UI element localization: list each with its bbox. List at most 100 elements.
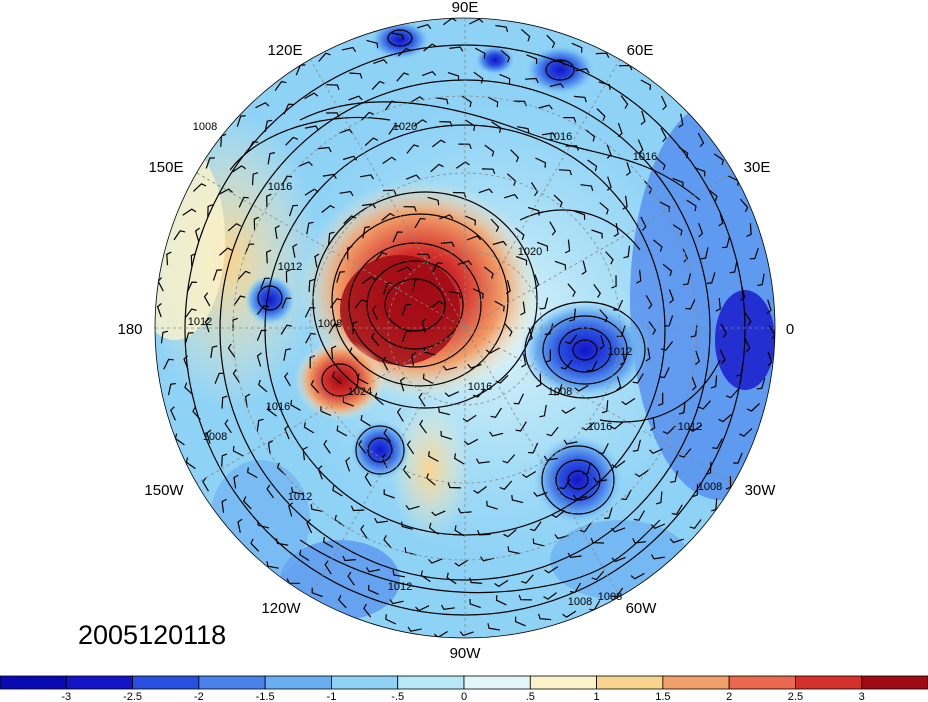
wind-barb xyxy=(551,60,566,66)
lat-lon-grid xyxy=(155,18,775,638)
wind-barb xyxy=(573,210,586,220)
wind-barb xyxy=(397,47,412,57)
wind-barb xyxy=(309,355,316,369)
wind-barb xyxy=(244,393,251,408)
wind-barb xyxy=(167,382,176,396)
wind-barb xyxy=(212,269,222,281)
wind-barb xyxy=(238,196,249,208)
wind-barb xyxy=(499,73,511,84)
wind-barb xyxy=(599,335,605,350)
wind-barb xyxy=(554,534,569,540)
wind-barb xyxy=(698,222,704,238)
colorbar-box xyxy=(529,675,597,690)
wind-barb xyxy=(321,204,335,213)
wind-barb xyxy=(495,24,509,33)
wind-barb xyxy=(384,100,397,111)
wind-barb xyxy=(694,166,706,177)
wind-barb xyxy=(412,278,421,291)
wind-barb xyxy=(361,276,376,284)
lon-label-120w: 120W xyxy=(261,600,301,617)
wind-barb xyxy=(428,451,439,462)
wind-barb xyxy=(447,72,460,81)
wind-barb xyxy=(473,486,487,494)
wind-barb xyxy=(221,453,228,467)
wind-barb xyxy=(170,406,176,421)
wind-barb xyxy=(554,260,567,270)
wind-barb xyxy=(391,32,404,41)
wind-barb xyxy=(283,348,291,361)
wind-barb xyxy=(640,110,646,125)
wind-barb xyxy=(553,384,563,396)
wind-barb xyxy=(206,429,212,444)
colorbar-box xyxy=(596,675,664,690)
wind-barb xyxy=(610,527,626,533)
wind-barb xyxy=(650,554,665,560)
colorbar-box xyxy=(198,675,266,690)
wind-barb xyxy=(649,448,664,455)
wind-barb xyxy=(256,418,264,432)
wind-barb xyxy=(574,384,589,392)
wind-barb xyxy=(601,400,609,414)
wind-barb xyxy=(383,489,395,499)
wind-barb xyxy=(553,194,563,208)
wind-barb xyxy=(397,266,412,273)
wind-barb xyxy=(224,419,232,434)
wind-barb xyxy=(385,614,397,625)
wind-barb xyxy=(347,245,353,260)
wind-barb xyxy=(733,452,743,464)
wind-barb xyxy=(422,373,434,385)
longitude-labels: 90E 60E 30E 0 30W 60W 90W 120W 150W 180 … xyxy=(117,0,794,662)
wind-barb xyxy=(227,343,236,358)
wind-barb xyxy=(713,153,724,166)
wind-barb xyxy=(567,283,576,297)
wind-barb xyxy=(430,163,444,173)
wind-barb xyxy=(510,149,520,163)
lon-label-30e: 30E xyxy=(744,159,771,176)
wind-barb xyxy=(739,428,753,437)
wind-barb xyxy=(266,193,272,208)
wind-barb xyxy=(746,223,752,237)
contour-label: 1020 xyxy=(518,246,542,258)
colorbar-tick-label: 3 xyxy=(859,691,865,702)
wind-barb xyxy=(660,341,674,351)
wind-barb xyxy=(264,119,273,133)
wind-barb xyxy=(330,298,342,309)
wind-barb xyxy=(457,260,473,266)
wind-barb xyxy=(463,438,479,446)
wind-barb xyxy=(401,521,413,530)
lon-label-120e: 120E xyxy=(267,42,302,59)
wind-barb xyxy=(561,407,576,414)
wind-barb xyxy=(525,77,539,84)
wind-barb xyxy=(620,489,632,501)
wind-barb xyxy=(678,448,692,458)
contour-label: 1016 xyxy=(548,131,572,143)
wind-barb xyxy=(692,483,699,498)
wind-barb xyxy=(617,122,623,138)
wind-barb xyxy=(526,54,538,64)
wind-barb xyxy=(322,173,337,180)
wind-barb xyxy=(529,521,542,532)
wind-barb xyxy=(469,577,483,584)
wind-barb xyxy=(383,535,392,549)
wind-barb xyxy=(462,414,477,423)
wind-barb xyxy=(459,631,474,637)
wind-barb xyxy=(546,34,556,48)
wind-barb xyxy=(337,595,347,609)
wind-barb xyxy=(349,72,363,79)
wind-barb xyxy=(648,321,657,335)
wind-barb xyxy=(611,460,626,469)
wind-barb xyxy=(689,519,702,529)
wind-barb xyxy=(381,453,388,468)
wind-barb xyxy=(474,47,486,59)
wind-barb xyxy=(347,571,355,586)
wind-barb xyxy=(371,80,385,90)
contour-label: 1016 xyxy=(468,381,492,393)
wind-barb xyxy=(184,308,197,319)
wind-barb xyxy=(656,157,666,171)
wind-barb xyxy=(406,440,415,455)
wind-barb xyxy=(495,595,507,606)
wind-barb xyxy=(194,227,200,242)
wind-barb xyxy=(290,399,301,411)
contour-label: 1016 xyxy=(633,151,657,163)
wind-barb xyxy=(454,525,465,537)
